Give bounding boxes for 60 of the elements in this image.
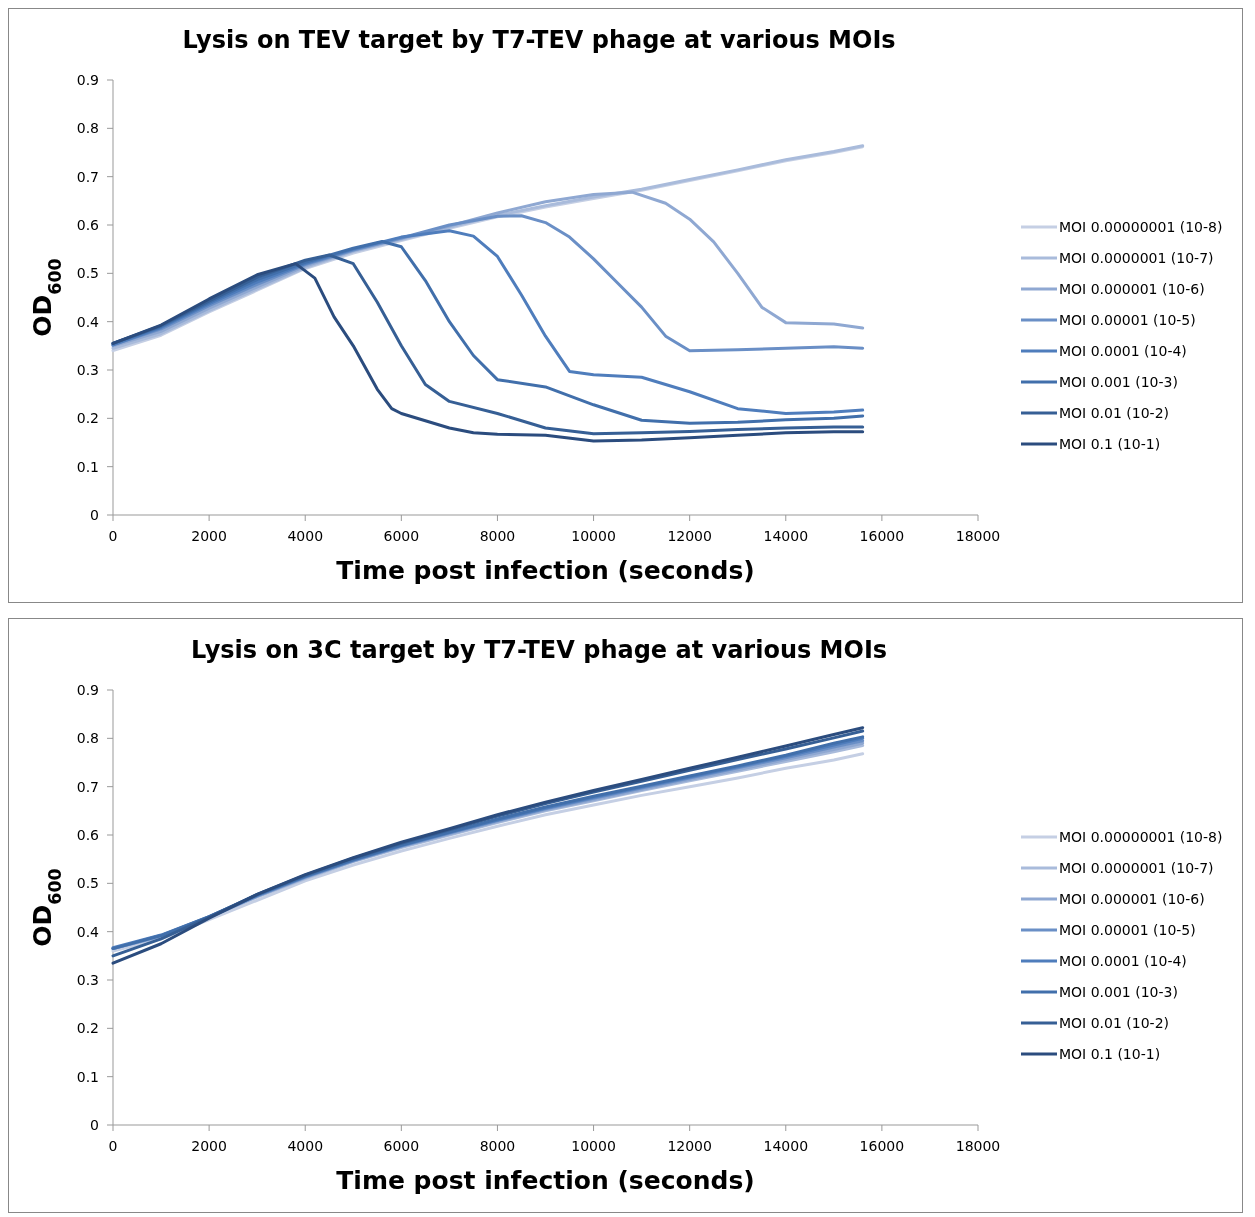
y-tick-label: 0.7 xyxy=(76,168,99,185)
y-tick-label: 0.6 xyxy=(76,216,100,233)
legend-label: MOI 0.1 (10-1) xyxy=(1059,1045,1161,1062)
legend-label: MOI 0.01 (10-2) xyxy=(1059,1014,1169,1031)
x-tick-label: 18000 xyxy=(955,528,1001,544)
y-tick-label: 0.6 xyxy=(76,826,100,843)
chart-title: Lysis on TEV target by T7-TEV phage at various MOIs xyxy=(182,26,896,54)
legend-label: MOI 0.0000001 (10-7) xyxy=(1059,859,1214,876)
legend-label: MOI 0.000001 (10-6) xyxy=(1059,890,1205,907)
legend-label: MOI 0.01 (10-2) xyxy=(1059,404,1169,421)
y-tick-label: 0.4 xyxy=(76,923,100,940)
legend-label: MOI 0.0001 (10-4) xyxy=(1059,342,1187,359)
x-tick-label: 14000 xyxy=(763,528,809,544)
legend-label: MOI 0.000001 (10-6) xyxy=(1059,280,1205,297)
y-tick-label: 0.1 xyxy=(76,1068,99,1085)
y-tick-label: 0.3 xyxy=(76,361,99,378)
x-tick-label: 8000 xyxy=(479,528,516,544)
x-tick-label: 12000 xyxy=(667,1138,712,1154)
x-axis-title: Time post infection (seconds) xyxy=(336,1166,755,1195)
x-tick-label: 4000 xyxy=(287,1138,324,1154)
legend-label: MOI 0.001 (10-3) xyxy=(1059,373,1178,390)
legend-label: MOI 0.0001 (10-4) xyxy=(1059,952,1187,969)
y-tick-label: 0.9 xyxy=(76,681,99,698)
x-tick-label: 16000 xyxy=(859,528,905,544)
x-tick-label: 6000 xyxy=(383,1138,420,1154)
legend-label: MOI 0.00001 (10-5) xyxy=(1059,921,1196,938)
x-tick-label: 0 xyxy=(108,528,118,544)
y-tick-label: 0 xyxy=(90,506,99,523)
x-axis-title: Time post infection (seconds) xyxy=(336,556,755,585)
chart-title: Lysis on 3C target by T7-TEV phage at various MOIs xyxy=(190,636,888,664)
y-tick-label: 0.3 xyxy=(76,971,99,988)
legend-label: MOI 0.0000001 (10-7) xyxy=(1059,249,1214,266)
y-tick-label: 0.2 xyxy=(76,1020,99,1037)
legend-label: MOI 0.001 (10-3) xyxy=(1059,983,1178,1000)
legend-label: MOI 0.00001 (10-5) xyxy=(1059,311,1196,328)
y-tick-label: 0.7 xyxy=(76,778,99,795)
x-tick-label: 2000 xyxy=(191,528,227,544)
x-tick-label: 10000 xyxy=(571,528,616,544)
x-tick-label: 14000 xyxy=(763,1138,809,1154)
y-tick-label: 0.4 xyxy=(76,313,100,330)
legend-label: MOI 0.00000001 (10-8) xyxy=(1059,218,1223,235)
legend-label: MOI 0.00000001 (10-8) xyxy=(1059,828,1223,845)
x-tick-label: 16000 xyxy=(859,1138,905,1154)
x-tick-label: 2000 xyxy=(191,1138,227,1154)
x-tick-label: 8000 xyxy=(479,1138,516,1154)
y-tick-label: 0.1 xyxy=(76,458,99,475)
x-tick-label: 0 xyxy=(108,1138,118,1154)
x-tick-label: 18000 xyxy=(955,1138,1001,1154)
y-tick-label: 0.2 xyxy=(76,410,99,427)
x-tick-label: 12000 xyxy=(667,528,712,544)
y-tick-label: 0.5 xyxy=(76,875,99,892)
y-tick-label: 0.5 xyxy=(76,265,99,282)
x-tick-label: 4000 xyxy=(287,528,324,544)
x-tick-label: 6000 xyxy=(383,528,420,544)
y-tick-label: 0.8 xyxy=(76,730,99,747)
y-tick-label: 0.8 xyxy=(76,120,99,137)
y-tick-label: 0.9 xyxy=(76,71,99,88)
y-tick-label: 0 xyxy=(90,1116,99,1133)
legend-label: MOI 0.1 (10-1) xyxy=(1059,435,1161,452)
x-tick-label: 10000 xyxy=(571,1138,616,1154)
